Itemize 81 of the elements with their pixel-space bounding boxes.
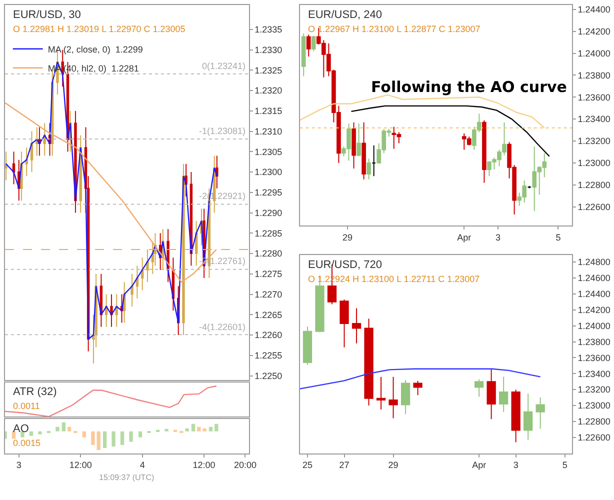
y-tick-label: 1.2260 — [254, 330, 282, 340]
candlestick — [30, 130, 34, 173]
x-tick-label: 3 — [495, 232, 501, 242]
ref-line-label: -4(1.22601) — [199, 322, 246, 332]
y-tick-label: 1.24400 — [578, 4, 610, 15]
candlestick — [136, 265, 139, 299]
y-tick-label: 1.2335 — [254, 24, 282, 35]
y-tick-label: 1.23400 — [578, 114, 610, 124]
x-tick-label: 5 — [562, 460, 568, 470]
y-tick-label: 1.2310 — [254, 126, 282, 136]
y-tick-label: 1.22600 — [578, 432, 610, 443]
x-tick-label: 12:00 — [192, 460, 216, 470]
text: O 1.22981 H 1.23019 L 1.22970 C 1.23005 — [13, 24, 186, 34]
y-tick-label: 1.24200 — [578, 305, 610, 316]
x-tick-label: 29 — [342, 232, 353, 242]
y-tick-label: 1.24800 — [578, 257, 610, 268]
legend-label: MA (2, close, 0) 1.2299 — [48, 44, 143, 54]
x-tick-label: 3 — [16, 460, 22, 470]
x-tick-label: 3 — [513, 460, 518, 470]
x-tick-label: 5 — [556, 232, 561, 242]
y-tick-label: 1.23000 — [578, 158, 610, 168]
candlestick — [43, 122, 46, 156]
x-tick-label: 25 — [302, 460, 313, 470]
y-tick-label: 1.23600 — [578, 352, 610, 363]
candlestick — [194, 220, 198, 266]
x-tick-label: 20:00 — [234, 460, 256, 470]
y-tick-label: 1.22800 — [578, 416, 610, 427]
y-tick-label: 1.2295 — [254, 188, 282, 198]
x-tick-label: 29 — [388, 460, 398, 470]
y-tick-label: 1.22800 — [578, 180, 610, 190]
y-tick-label: 1.2305 — [254, 146, 282, 157]
y-tick-label: 1.2290 — [254, 208, 282, 218]
chart-title: EUR/USD, 30 — [13, 9, 81, 21]
ref-line-label: 0(1.23241) — [202, 61, 246, 71]
x-tick-label: 12:00 — [69, 460, 92, 470]
y-tick-label: 1.2315 — [254, 106, 282, 116]
chart-title: EUR/USD, 720 — [308, 259, 382, 271]
y-tick-label: 1.2325 — [254, 65, 282, 76]
y-tick-label: 1.2285 — [254, 228, 282, 238]
y-tick-label: 1.24000 — [578, 320, 610, 331]
y-tick-label: 1.22600 — [578, 202, 610, 212]
y-tick-label: 1.23200 — [578, 136, 610, 146]
y-tick-label: 1.2250 — [254, 370, 282, 381]
chart-title: ATR (32) — [13, 386, 57, 398]
text: 0.0015 — [13, 438, 41, 448]
x-tick-label: Apr — [472, 460, 486, 470]
text: 0.0011 — [13, 401, 40, 411]
chart-title: EUR/USD, 240 — [308, 9, 382, 21]
y-tick-label: 1.23600 — [578, 92, 610, 102]
chart-title: AO — [13, 423, 30, 435]
y-tick-label: 1.23800 — [578, 336, 610, 347]
y-tick-label: 1.23800 — [578, 70, 610, 80]
candlestick — [38, 126, 41, 156]
y-tick-label: 1.24600 — [578, 273, 610, 284]
candlestick — [130, 273, 134, 308]
candlestick — [115, 294, 118, 328]
candlestick — [184, 163, 188, 197]
y-tick-label: 1.2270 — [254, 289, 282, 300]
y-tick-label: 1.24000 — [578, 48, 610, 58]
y-tick-label: 1.2320 — [254, 86, 282, 96]
y-tick-label: 1.24200 — [578, 26, 610, 36]
x-tick-label: 4 — [140, 460, 145, 470]
y-tick-label: 1.24400 — [578, 289, 610, 300]
y-tick-label: 1.2255 — [254, 350, 282, 361]
y-tick-label: 1.2265 — [254, 310, 282, 320]
x-tick-label: Apr — [457, 232, 472, 242]
y-tick-label: 1.23200 — [578, 384, 610, 395]
y-tick-label: 1.23000 — [578, 400, 610, 411]
y-tick-label: 1.2330 — [254, 44, 282, 55]
candlestick — [25, 147, 28, 177]
candlestick — [61, 49, 64, 87]
ref-line-label: -1(1.23081) — [199, 126, 246, 136]
x-tick-label: 27 — [339, 460, 350, 470]
y-tick-label: 1.2280 — [254, 248, 282, 259]
y-tick-label: 1.23400 — [578, 368, 610, 379]
text: O 1.22967 H 1.23100 L 1.22877 C 1.23007 — [308, 24, 480, 34]
annotation: Following the AO curve — [371, 78, 567, 96]
y-tick-label: 1.2275 — [254, 269, 282, 280]
candlestick — [5, 151, 8, 181]
text: 15:09:37 (UTC) — [99, 473, 154, 482]
y-tick-label: 1.2300 — [254, 167, 282, 178]
